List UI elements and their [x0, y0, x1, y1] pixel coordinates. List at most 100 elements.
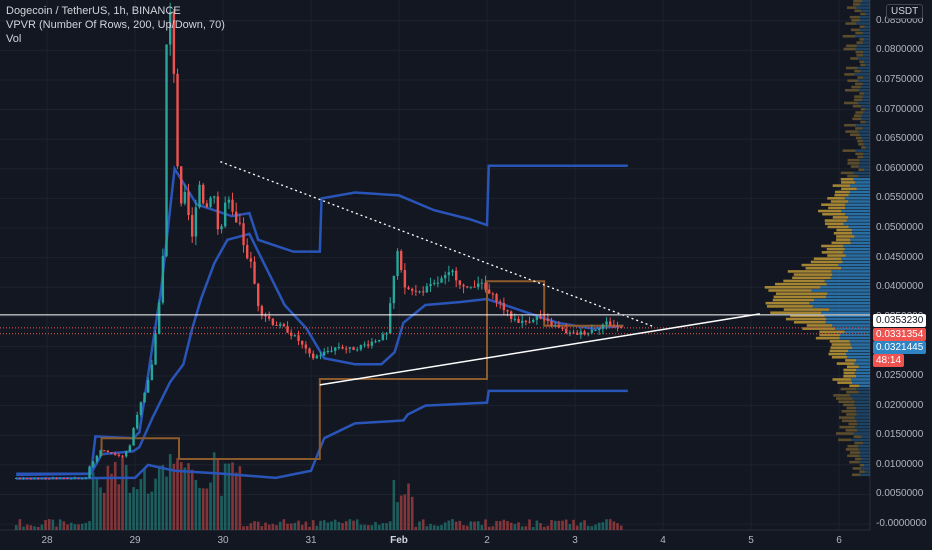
candle-body	[455, 270, 458, 281]
profile-row-down	[860, 108, 865, 111]
profile-row-down	[783, 308, 830, 311]
time-tick-label: 4	[660, 535, 666, 546]
profile-row-up	[860, 9, 870, 13]
profile-row-down	[787, 270, 832, 273]
profile-row-up	[852, 397, 870, 400]
profile-row-up	[860, 69, 870, 73]
candle-body	[18, 478, 22, 480]
profile-row-up	[855, 34, 870, 38]
profile-row-up	[859, 15, 870, 19]
candle-body	[601, 324, 605, 329]
profile-row-down	[843, 371, 855, 375]
profile-row-up	[863, 152, 870, 156]
candle-body	[187, 191, 190, 216]
candle-body	[154, 334, 157, 365]
volume-bar	[179, 462, 183, 530]
profile-row-down	[793, 320, 826, 324]
profile-row-up	[859, 454, 870, 458]
profile-row-down	[783, 279, 825, 283]
candle-body	[279, 324, 282, 326]
profile-row-down	[860, 120, 866, 124]
profile-row-down	[806, 324, 833, 327]
profile-row-down	[815, 336, 840, 340]
profile-row-down	[847, 454, 860, 458]
profile-row-down	[858, 168, 865, 172]
profile-row-up	[855, 181, 870, 184]
candle-body	[264, 315, 267, 317]
profile-row-down	[775, 292, 828, 295]
profile-row-up	[858, 174, 870, 178]
profile-row-up	[865, 12, 870, 16]
candle-body	[572, 332, 575, 334]
time-axis[interactable]: 28 29 30 31 Feb 2 3 4 5 6	[0, 530, 870, 550]
profile-row-up	[859, 28, 870, 32]
profile-row-up	[854, 235, 870, 238]
profile-row-down	[833, 394, 850, 397]
vpvr-indicator-label[interactable]: VPVR (Number Of Rows, 200, Up/Down, 70)	[6, 19, 225, 31]
volume-bar	[139, 479, 143, 530]
volume-indicator-label[interactable]: Vol	[6, 33, 22, 45]
volume-bar	[561, 520, 564, 530]
volume-bar	[366, 525, 370, 530]
profile-row-up	[850, 184, 870, 187]
volume-bar	[80, 523, 84, 530]
profile-row-down	[843, 403, 855, 407]
candle-body	[44, 478, 47, 480]
price-tick-label: 0.0400000	[876, 281, 924, 293]
candle-body	[315, 355, 319, 359]
volume-bar	[293, 522, 297, 530]
candle-body	[458, 280, 462, 285]
symbol-title[interactable]: Dogecoin / TetherUS, 1h, BINANCE	[6, 5, 181, 17]
candle-body	[231, 199, 234, 212]
candle-body	[513, 318, 517, 320]
time-tick-label: 3	[572, 535, 578, 546]
indicator-lines	[16, 164, 628, 480]
profile-row-down	[859, 60, 865, 63]
profile-row-up	[861, 136, 870, 140]
candle-body	[194, 207, 198, 237]
profile-row-up	[848, 193, 870, 197]
volume-bar	[498, 521, 502, 530]
candle-body	[517, 318, 520, 323]
profile-row-down	[827, 254, 846, 257]
profile-row-up	[855, 47, 870, 51]
profile-row-up	[850, 241, 870, 245]
candle-body	[51, 477, 55, 479]
volume-bar	[69, 522, 73, 530]
candle-body	[543, 318, 546, 320]
profile-row-up	[850, 343, 870, 346]
profile-row-down	[836, 228, 852, 232]
candle-body	[81, 478, 84, 480]
volume-bar	[271, 523, 275, 530]
profile-row-down	[843, 47, 856, 51]
profile-row-down	[857, 139, 863, 143]
price-axis[interactable]: 0.0850000 0.0800000 0.0750000 0.0700000 0.06…	[870, 0, 932, 530]
profile-row-up	[860, 467, 870, 470]
profile-row-up	[862, 82, 870, 86]
profile-row-up	[850, 238, 870, 241]
profile-row-up	[811, 289, 870, 292]
volume-bar	[531, 526, 535, 530]
volume-bar	[436, 525, 440, 530]
currency-button[interactable]: USDT	[886, 4, 924, 19]
price-tick-label: -0.0000000	[876, 518, 927, 530]
volume-bar	[465, 525, 469, 530]
candle-body	[495, 294, 498, 302]
profile-row-down	[860, 63, 866, 67]
candle-body	[103, 450, 106, 452]
candle-body	[400, 251, 403, 271]
volume-bar	[348, 519, 352, 530]
profile-row-up	[845, 254, 870, 257]
profile-row-up	[864, 38, 870, 41]
candle-body	[202, 184, 205, 204]
volume-bar	[73, 524, 77, 530]
profile-row-up	[856, 44, 870, 48]
profile-row-down	[834, 190, 850, 194]
profile-row-up	[859, 158, 870, 162]
profile-row-down	[847, 174, 859, 178]
volume-bar	[58, 519, 62, 530]
candle-body	[216, 196, 220, 230]
profile-row-down	[852, 117, 862, 121]
volume-bar	[18, 519, 22, 530]
